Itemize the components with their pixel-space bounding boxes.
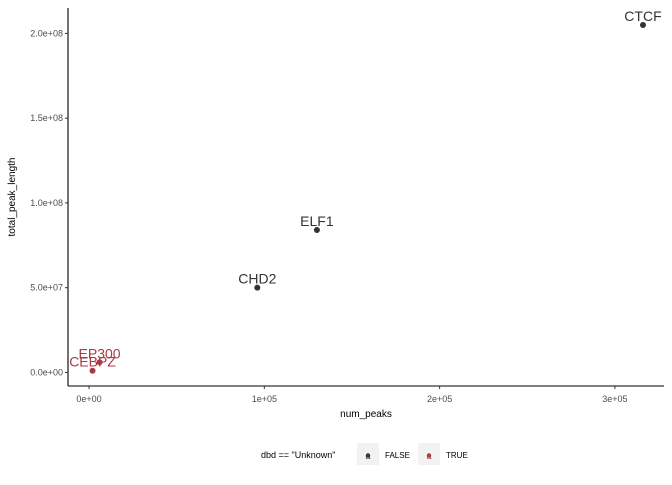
legend-key-point [427, 453, 431, 457]
legend-label-true: TRUE [446, 451, 468, 460]
data-label-ctcf: CTCF [624, 8, 661, 24]
data-label-cebpz: CEBPZ [69, 354, 116, 370]
y-tick-label: 1.5e+08 [30, 113, 63, 123]
y-axis-title: total_peak_length [7, 158, 18, 237]
data-label-elf1: ELF1 [300, 213, 334, 229]
x-tick-label: 1e+05 [252, 394, 277, 404]
x-tick-label: 3e+05 [602, 394, 627, 404]
data-label-chd2: CHD2 [238, 271, 276, 287]
y-tick-label: 2.0e+08 [30, 28, 63, 38]
x-axis-title: num_peaks [340, 409, 392, 420]
y-tick-label: 0.0e+00 [30, 367, 63, 377]
x-tick-label: 2e+05 [427, 394, 452, 404]
x-tick-label: 0e+00 [76, 394, 101, 404]
legend-title: dbd == "Unknown" [261, 450, 335, 460]
y-tick-label: 5.0e+07 [30, 283, 63, 293]
legend-key-point [366, 453, 370, 457]
legend-label-false: FALSE [385, 451, 410, 460]
y-tick-label: 1.0e+08 [30, 198, 63, 208]
